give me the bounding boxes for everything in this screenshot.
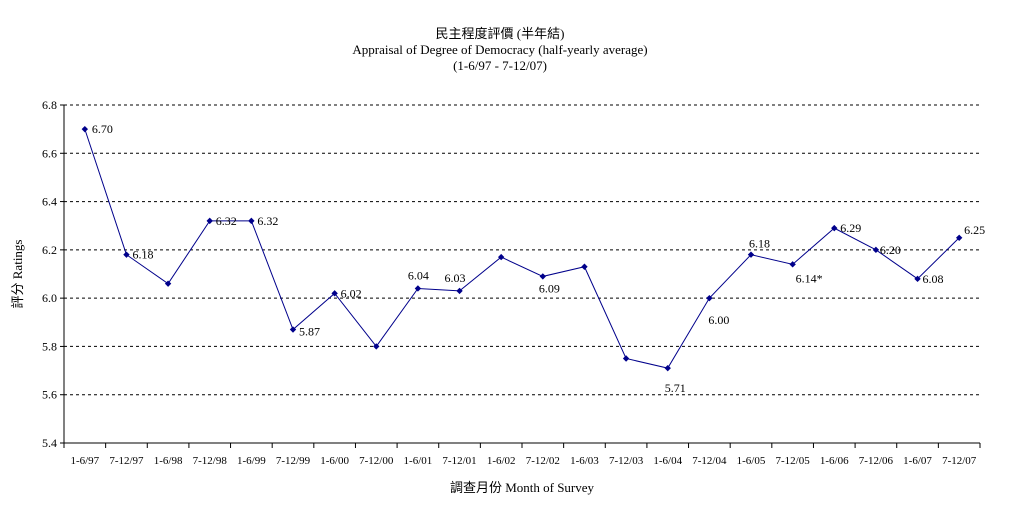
data-label: 5.71 [665,381,686,395]
x-tick-label: 1-6/00 [320,455,349,467]
data-point [373,343,380,350]
data-label: 6.18 [749,237,770,251]
y-tick-label: 5.4 [42,436,57,450]
data-point [706,294,713,302]
x-tick-label: 7-12/06 [859,455,894,467]
y-tick-label: 6.0 [42,291,57,305]
x-ticks: 1-6/97 7-12/97 1-6/98 7-12/98 1-6/99 7-12/99 1… [63,443,981,467]
gridlines [64,104,980,396]
x-tick-label: 1-6/02 [487,455,516,467]
x-tick-label: 7-12/02 [526,455,560,467]
x-tick-label: 7-12/99 [276,455,311,467]
data-point [914,275,921,283]
data-label: 6.29 [840,221,861,235]
series-line [84,128,960,369]
y-tick-label: 5.6 [42,388,57,402]
x-axis-label: 調查月份 Month of Survey [450,480,595,495]
x-tick-label: 1-6/99 [237,455,266,467]
x-tick-label: 1-6/07 [903,455,932,467]
chart-title: 民主程度評價 (半年結) [435,26,565,41]
data-point [456,287,463,295]
data-point [497,253,505,261]
data-point [81,125,89,133]
y-tick-label: 5.8 [42,339,57,353]
data-point [248,217,255,225]
data-point [872,246,880,254]
x-tick-label: 1-6/04 [653,455,682,467]
x-tick-label: 1-6/98 [154,455,183,467]
x-tick-label: 7-12/03 [609,455,644,467]
x-tick-label: 1-6/03 [570,455,599,467]
data-label: 6.08 [923,272,944,286]
data-point [664,364,671,372]
data-point [581,263,588,270]
data-label: 6.04 [408,268,429,282]
chart-period: (1-6/97 - 7-12/07) [453,58,547,73]
x-tick-label: 1-6/97 [70,455,99,467]
data-point [289,326,297,333]
data-label: 5.87 [299,325,320,339]
data-point [206,217,213,225]
data-label: 6.70 [92,122,113,136]
x-tick-label: 7-12/98 [193,455,228,467]
data-point [831,224,838,232]
data-label: 6.00 [708,313,729,327]
chart-title-block: 民主程度評價 (半年結) Appraisal of Degree of Demo… [0,26,1000,74]
y-axis-label: 評分 Ratings [10,240,25,309]
data-label: 6.20 [880,243,901,257]
x-tick-label: 7-12/00 [359,455,394,467]
data-point [539,273,547,280]
y-tick-label: 6.6 [42,146,57,160]
data-point [123,251,130,258]
data-label: 6.32 [216,214,237,228]
data-point [955,234,963,241]
x-tick-label: 1-6/01 [404,455,433,467]
x-tick-label: 7-12/07 [942,455,977,467]
data-label: 6.02 [341,286,362,300]
data-labels: 6.70 6.18 6.32 6.32 5.87 6.02 6.04 6.03 6.09 5.71… [92,122,985,395]
data-point [414,285,422,292]
data-point [747,251,755,258]
data-label: 6.09 [539,281,560,295]
x-tick-label: 7-12/05 [776,455,811,467]
chart-subtitle: Appraisal of Degree of Democracy (half-y… [352,42,648,57]
x-tick-label: 7-12/04 [692,455,727,467]
y-tick-label: 6.2 [42,243,57,257]
data-label: 6.25 [964,223,985,237]
x-tick-label: 7-12/01 [442,455,476,467]
data-point [789,261,796,268]
data-points [81,125,963,372]
data-label: 6.03 [445,271,466,285]
y-tick-label: 6.8 [42,98,57,112]
data-point [622,355,630,362]
x-tick-label: 7-12/97 [109,455,144,467]
x-tick-label: 1-6/06 [820,455,849,467]
data-label: 6.32 [257,214,278,228]
data-label: 6.18 [132,248,153,262]
y-tick-label: 6.4 [42,195,57,209]
x-tick-label: 1-6/05 [737,455,766,467]
data-point [164,280,172,287]
data-label: 6.14* [796,271,823,285]
data-point [331,290,338,297]
y-ticks: 5.4 5.6 5.8 6.0 6.2 6.4 6.6 6.8 [42,98,64,450]
